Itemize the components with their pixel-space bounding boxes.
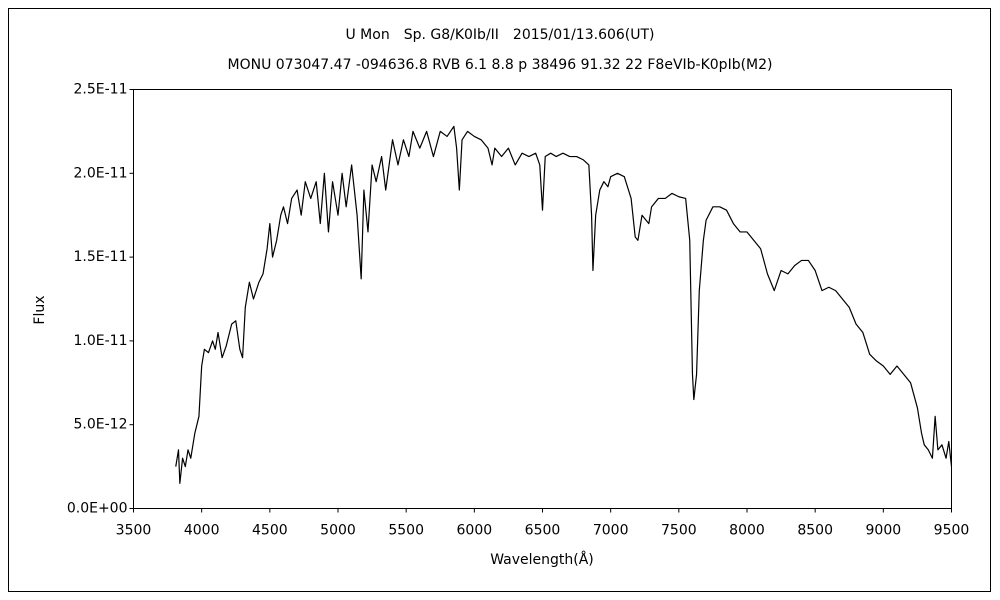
y-tick-label: 2.5E-11 (74, 82, 128, 98)
y-tick-label: 5.0E-12 (74, 417, 128, 433)
x-tick-label: 4500 (252, 523, 288, 539)
x-tick-label: 5500 (388, 523, 424, 539)
x-tick-label: 3500 (116, 523, 152, 539)
y-axis-label: Flux (32, 295, 48, 324)
spectrum-line (175, 125, 953, 484)
x-tick-label: 7000 (593, 523, 629, 539)
x-tick-label: 9500 (934, 523, 970, 539)
x-tick-label: 5000 (320, 523, 356, 539)
x-tick-label: 7500 (661, 523, 697, 539)
x-tick-label: 8000 (729, 523, 765, 539)
y-tick-label: 2.0E-11 (74, 165, 128, 181)
y-tick-label: 1.0E-11 (74, 333, 128, 349)
chart-title: U Mon Sp. G8/K0Ib/II 2015/01/13.606(UT) (345, 27, 654, 43)
x-axis-label: Wavelength(Å) (490, 551, 594, 568)
y-tick-label: 0.0E+00 (67, 501, 128, 517)
y-tick-label: 1.5E-11 (74, 249, 128, 265)
chart-subtitle: MONU 073047.47 -094636.8 RVB 6.1 8.8 p 3… (228, 57, 773, 73)
plot-frame (133, 89, 952, 509)
x-tick-label: 9000 (866, 523, 902, 539)
x-tick-label: 4000 (184, 523, 220, 539)
chart-border (8, 8, 991, 592)
x-tick-label: 6500 (525, 523, 561, 539)
x-tick-label: 6000 (457, 523, 493, 539)
x-tick-label: 8500 (797, 523, 833, 539)
